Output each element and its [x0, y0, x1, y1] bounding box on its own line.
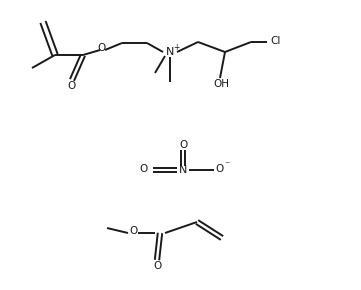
- Text: Cl: Cl: [271, 36, 281, 46]
- Text: O: O: [216, 164, 224, 174]
- Text: N: N: [166, 47, 174, 57]
- Text: O: O: [179, 140, 187, 150]
- Text: O: O: [154, 261, 162, 271]
- Text: O: O: [67, 81, 75, 91]
- Text: ⁻: ⁻: [225, 160, 230, 170]
- Text: +: +: [173, 43, 179, 52]
- Text: N: N: [179, 165, 187, 175]
- Text: O: O: [97, 43, 105, 53]
- Text: O: O: [130, 226, 138, 236]
- Text: OH: OH: [213, 79, 229, 89]
- Text: O: O: [139, 164, 147, 174]
